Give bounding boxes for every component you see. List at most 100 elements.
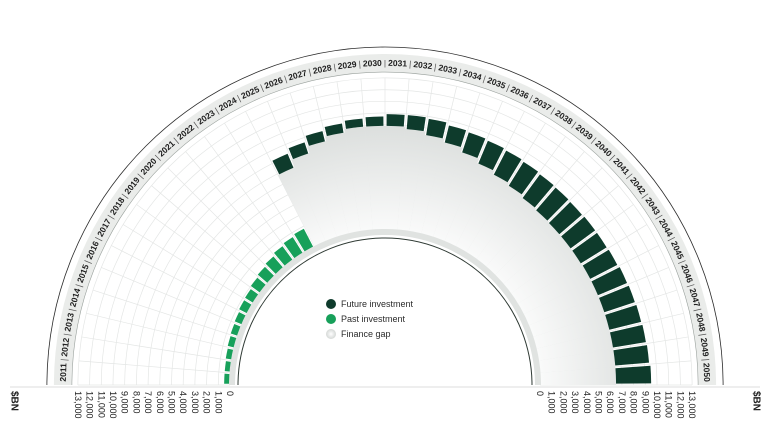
grid-radial (92, 289, 238, 338)
grid-radial (101, 267, 242, 327)
right-axis-tick: 6,000 (605, 391, 615, 414)
year-label-2032: 2032 (413, 59, 433, 71)
legend-label-future: Future investment (341, 298, 414, 309)
future-investment-bar-2025 (272, 153, 294, 175)
year-separator: | (136, 172, 145, 180)
finance-gap-swatch (326, 328, 336, 339)
legend: Future investment Past investment Financ… (326, 296, 413, 341)
finance-gap-2041 (494, 222, 561, 285)
future-investment-bar-2031 (386, 114, 405, 127)
inner-ring-line (237, 237, 533, 386)
finance-gap-2044 (517, 264, 591, 315)
left-axis-tick: 12,000 (85, 391, 95, 419)
right-axis-tick: 13,000 (687, 391, 697, 419)
year-label-2030: 2030 (363, 58, 383, 69)
grid-radial (167, 167, 276, 276)
right-axis-tick: 12,000 (675, 391, 685, 419)
future-investment-swatch (326, 298, 336, 309)
year-separator: | (172, 136, 180, 145)
year-separator: | (62, 333, 72, 337)
past-investment-bar-2011 (224, 373, 231, 384)
year-separator: | (655, 213, 665, 220)
left-axis-tick: 6,000 (155, 391, 165, 414)
finance-gap-2031 (385, 125, 406, 231)
year-label-2028: 2028 (312, 62, 333, 76)
future-investment-bar-2034 (444, 125, 467, 147)
year-label-2029: 2029 (337, 59, 357, 71)
future-investment-bar-2047 (605, 304, 642, 330)
grid-radial (111, 245, 248, 315)
finance-gap-2042 (502, 235, 572, 294)
future-investment-bar-2036 (478, 140, 504, 171)
right-axis-tick: 8,000 (629, 391, 639, 414)
year-separator: | (106, 213, 116, 220)
left-unit-label: $BN (9, 391, 20, 411)
finance-gap-2034 (421, 142, 463, 238)
year-separator: | (333, 62, 337, 72)
year-label-2027: 2027 (287, 68, 308, 83)
grid-radial (151, 185, 268, 285)
outer-arc (46, 46, 724, 386)
finance-gap-2049 (538, 348, 616, 373)
finance-gap-2048 (535, 331, 614, 361)
year-label-2049: 2049 (699, 337, 711, 357)
year-label-2014: 2014 (68, 287, 83, 308)
year-separator: | (570, 120, 578, 129)
grid-radial (136, 204, 260, 295)
right-axis-tick: 1,000 (547, 391, 557, 414)
grid-radial (185, 151, 285, 268)
finance-gap-2028 (325, 132, 361, 235)
year-separator: | (434, 62, 438, 72)
left-axis-tick: 5,000 (167, 391, 177, 414)
right-axis-tick: 4,000 (582, 391, 592, 414)
future-investment-bar-2049 (613, 345, 650, 366)
year-separator: | (458, 67, 462, 77)
left-axis-tick: 9,000 (120, 391, 130, 414)
right-axis-tick: 3,000 (570, 391, 580, 414)
inner-ring (229, 229, 541, 386)
year-separator: | (641, 192, 650, 200)
future-investment-bar-2029 (344, 118, 364, 129)
finance-gap-2037 (455, 173, 509, 253)
grid-radial (122, 224, 254, 305)
year-separator: | (698, 333, 708, 337)
year-separator: | (409, 59, 412, 69)
finance-gap-2035 (432, 151, 479, 242)
future-investment-bar-2032 (406, 115, 426, 132)
right-axis-tick: 11,000 (664, 391, 674, 418)
year-separator: | (693, 308, 703, 312)
future-investment-bar-2050 (615, 365, 652, 384)
year-label-2050: 2050 (701, 363, 712, 383)
year-label-2048: 2048 (694, 312, 708, 333)
future-investment-bar-2039 (522, 174, 554, 208)
past-investment-bar-2024 (294, 228, 314, 253)
finance-gap-2046 (528, 296, 605, 338)
left-axis-tick: 2,000 (202, 391, 212, 414)
finance-gap-2030 (364, 125, 385, 231)
future-investment-bar-2048 (609, 324, 646, 348)
year-separator: | (82, 259, 92, 265)
right-axis-tick: 9,000 (640, 391, 650, 414)
future-investment-bar-2046 (598, 285, 635, 313)
year-separator: | (590, 136, 598, 145)
grid-radial (78, 360, 231, 374)
legend-label-gap: Finance gap (341, 328, 391, 339)
left-axis-tick: 3,000 (190, 391, 200, 414)
year-separator: | (528, 93, 535, 103)
year-label-2012: 2012 (59, 337, 71, 357)
year-separator: | (667, 236, 677, 243)
year-separator: | (358, 59, 361, 69)
year-separator: | (384, 58, 386, 68)
finance-gap-2032 (397, 129, 426, 232)
future-investment-bar-2033 (426, 118, 447, 139)
finance-gap-2033 (409, 134, 445, 235)
finance-gap-2025 (277, 167, 326, 247)
legend-item-gap: Finance gap (326, 326, 413, 341)
finance-gap-2040 (485, 209, 549, 276)
right-axis-tick: 7,000 (617, 391, 627, 414)
grid-radial (204, 136, 295, 260)
left-axis-tick: 13,000 (73, 391, 83, 419)
right-axis-tick: 5,000 (594, 391, 604, 414)
left-axis-tick: 1,000 (213, 391, 223, 414)
left-axis-tick: 7,000 (143, 391, 153, 414)
